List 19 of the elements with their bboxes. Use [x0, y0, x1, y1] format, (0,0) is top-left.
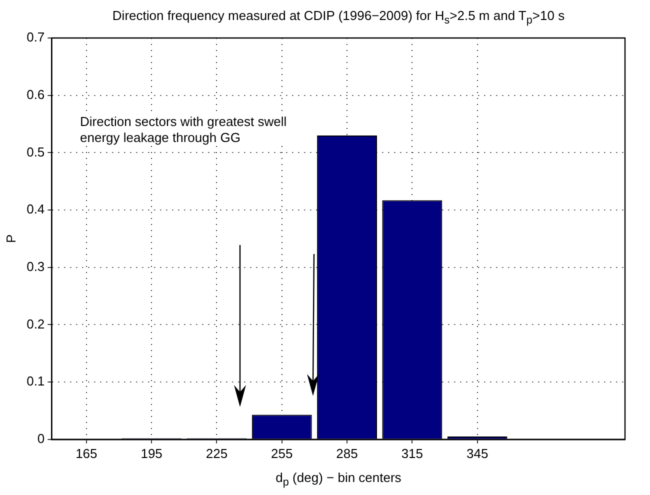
y-axis-title: P — [3, 234, 18, 244]
x-tick-label: 225 — [206, 446, 228, 461]
x-tick-label: 345 — [466, 446, 488, 461]
x-axis-title: d$_{p}$ (deg) − bin centers — [274, 470, 402, 489]
x-tick-label: 165 — [76, 446, 98, 461]
y-tick-label: 0.3 — [26, 258, 45, 274]
chart-title: Direction frequency measured at CDIP (1996−2009) for H$_{s}$>2.5 m and T$_{p}$>10 s — [111, 8, 566, 27]
x-tick-label: 255 — [271, 446, 293, 461]
x-tick-label: 315 — [401, 446, 424, 461]
x-tick-label: 195 — [140, 446, 162, 461]
y-tick-label: 0.7 — [26, 30, 45, 45]
y-tick-label: 0.2 — [26, 316, 45, 332]
y-tick-label: 0 — [37, 430, 45, 446]
y-tick-label: 0.5 — [26, 144, 45, 160]
y-tick-label: 0.6 — [26, 86, 45, 102]
x-tick-label: 285 — [336, 446, 358, 461]
y-tick-label: 0.4 — [26, 202, 45, 217]
annotation: Direction sectors with greatest swell energy leakage through GG — [80, 114, 295, 146]
y-tick-label: 0.1 — [26, 374, 45, 389]
